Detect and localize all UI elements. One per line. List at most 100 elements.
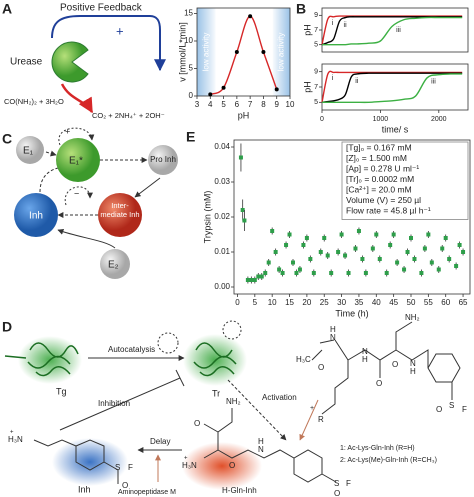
label: CO(NH₂)₂ + 3H₂O — [4, 97, 64, 106]
x-tick-label: 10 — [286, 100, 295, 109]
atom: N — [410, 359, 416, 368]
point — [291, 260, 295, 265]
atom: F — [346, 479, 351, 488]
series-label: iii — [396, 27, 401, 34]
point — [402, 267, 407, 272]
panel-label: E — [186, 129, 195, 145]
node-label-box: Inter-mediate Inh — [100, 201, 140, 219]
label: 1: Ac-Lys-Gln-Inh (R=H) — [340, 445, 415, 452]
y-axis-label: pH — [302, 24, 312, 36]
x-tick-label: 1000 — [373, 116, 389, 123]
point — [353, 246, 358, 251]
point — [447, 257, 452, 261]
point — [287, 232, 292, 237]
y-tick-label: 9 — [314, 12, 318, 19]
node-label: E₁ — [23, 146, 34, 157]
point — [374, 232, 379, 237]
point — [440, 246, 445, 251]
series-label: ii — [355, 78, 359, 85]
line — [322, 73, 463, 104]
activation-arrow — [227, 379, 287, 441]
atom: N — [258, 445, 264, 454]
atom: N — [330, 333, 336, 342]
point — [412, 257, 417, 261]
point — [245, 278, 250, 282]
arrow — [45, 150, 57, 157]
point — [336, 250, 341, 254]
point — [280, 271, 285, 275]
point — [270, 229, 275, 233]
series-label: ii — [344, 22, 348, 29]
protein — [193, 342, 237, 377]
sign: + — [65, 126, 70, 136]
y-tick-label: 5 — [314, 99, 318, 106]
point — [325, 253, 330, 258]
node-label: Inter-mediate Inh — [100, 201, 140, 219]
x-tick-label: 0 — [320, 116, 324, 123]
atom: S — [334, 479, 339, 488]
line — [321, 16, 463, 46]
point — [238, 155, 243, 160]
point — [391, 232, 396, 237]
node — [56, 138, 100, 182]
line — [321, 15, 463, 45]
point — [256, 274, 261, 279]
atom: + — [10, 430, 14, 436]
y-tick-label: 0.04 — [214, 142, 230, 151]
protein — [4, 342, 79, 377]
atom: NH₂ — [405, 313, 420, 322]
y-tick-label: 9 — [314, 69, 318, 76]
point — [284, 243, 289, 247]
point — [301, 243, 306, 247]
x-tick-label: 8 — [261, 100, 266, 109]
panel-label: C — [2, 131, 12, 147]
point — [436, 267, 441, 272]
line — [209, 15, 278, 96]
atom: O — [122, 481, 128, 490]
atom: O — [229, 461, 235, 470]
point — [454, 264, 459, 268]
point — [356, 229, 361, 233]
molecule — [311, 321, 461, 415]
point — [457, 243, 462, 247]
point — [339, 232, 344, 237]
atom: O — [334, 489, 340, 497]
atom: N — [362, 347, 368, 356]
point — [405, 250, 410, 254]
point — [360, 257, 365, 261]
label: Tr — [212, 388, 220, 398]
point — [429, 260, 434, 265]
molecule — [203, 408, 337, 483]
point — [322, 236, 327, 240]
annotation: [Tg]₀ = 0.167 mM — [346, 142, 412, 152]
label: Autocatalysis — [108, 345, 155, 354]
point — [388, 243, 393, 247]
x-tick-label: 40 — [372, 298, 381, 307]
atom: O — [318, 363, 324, 372]
reaction-arrow — [60, 83, 94, 114]
point — [259, 274, 264, 279]
x-tick-label: 5 — [221, 100, 226, 109]
atom: S — [449, 401, 454, 410]
point — [261, 50, 266, 54]
x-tick-label: 45 — [389, 298, 398, 307]
x-tick-label: 6 — [235, 100, 240, 109]
y-tick-label: 10 — [184, 36, 193, 45]
atom: F — [128, 463, 133, 472]
point — [343, 253, 348, 258]
diagram-c: + − E₁ E₁* Pro Inh Inh Inter-mediate Inh… — [14, 126, 178, 279]
y-tick-label: 0 — [189, 91, 194, 100]
x-tick-label: 0 — [235, 298, 240, 307]
point — [384, 271, 389, 275]
label: Inh — [78, 484, 91, 494]
point — [234, 50, 239, 54]
node-label: E₂ — [108, 260, 119, 271]
line — [321, 72, 463, 104]
arrow — [299, 399, 319, 441]
node — [100, 249, 130, 279]
annotation: Volume (V) = 250 µl — [346, 195, 421, 205]
point — [370, 246, 375, 251]
node-label: Pro Inh — [150, 155, 176, 164]
label: Positive Feedback — [60, 3, 143, 14]
